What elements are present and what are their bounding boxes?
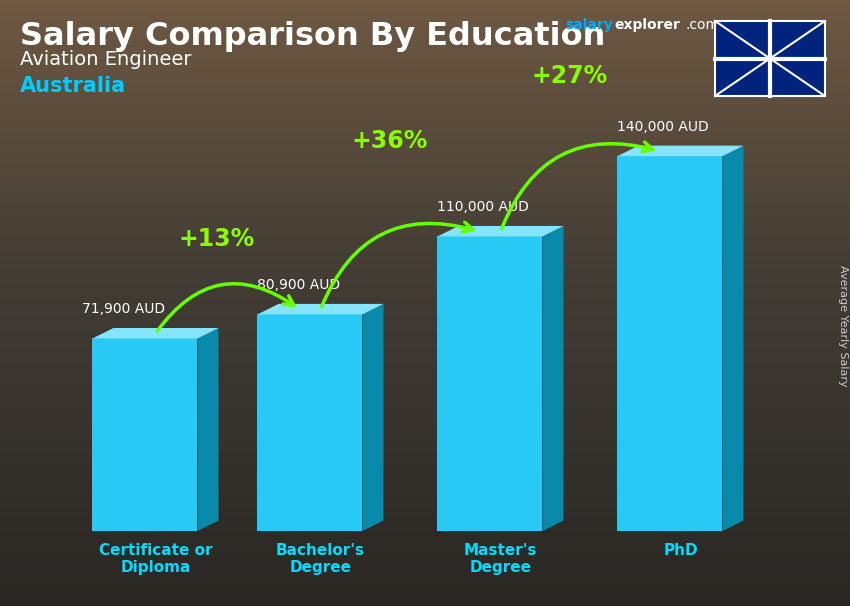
FancyArrowPatch shape	[321, 222, 473, 307]
Text: Bachelor's
Degree: Bachelor's Degree	[276, 543, 365, 576]
Polygon shape	[93, 339, 197, 531]
FancyArrowPatch shape	[157, 284, 294, 331]
Polygon shape	[258, 315, 362, 531]
Text: +36%: +36%	[352, 130, 428, 153]
Text: Master's
Degree: Master's Degree	[464, 543, 537, 576]
Text: salary: salary	[565, 18, 613, 32]
Polygon shape	[617, 156, 722, 531]
FancyArrowPatch shape	[502, 142, 653, 229]
Polygon shape	[197, 328, 218, 531]
Text: Australia: Australia	[20, 76, 126, 96]
Polygon shape	[438, 226, 564, 236]
Text: Salary Comparison By Education: Salary Comparison By Education	[20, 21, 605, 52]
Text: Aviation Engineer: Aviation Engineer	[20, 50, 191, 69]
Bar	[715, 21, 825, 96]
Text: .com: .com	[686, 18, 720, 32]
Text: 110,000 AUD: 110,000 AUD	[438, 201, 530, 215]
Text: Certificate or
Diploma: Certificate or Diploma	[99, 543, 212, 576]
Text: explorer: explorer	[614, 18, 680, 32]
Polygon shape	[542, 226, 564, 531]
Polygon shape	[438, 236, 542, 531]
Polygon shape	[258, 304, 383, 315]
Text: 80,900 AUD: 80,900 AUD	[258, 278, 341, 293]
Polygon shape	[362, 304, 383, 531]
Text: 140,000 AUD: 140,000 AUD	[617, 120, 709, 134]
Polygon shape	[722, 145, 744, 531]
Text: Average Yearly Salary: Average Yearly Salary	[838, 265, 848, 387]
Polygon shape	[617, 145, 744, 156]
Text: PhD: PhD	[663, 543, 698, 558]
Text: 71,900 AUD: 71,900 AUD	[82, 302, 166, 316]
Polygon shape	[93, 328, 218, 339]
Text: +13%: +13%	[178, 227, 255, 251]
Text: +27%: +27%	[532, 64, 608, 88]
